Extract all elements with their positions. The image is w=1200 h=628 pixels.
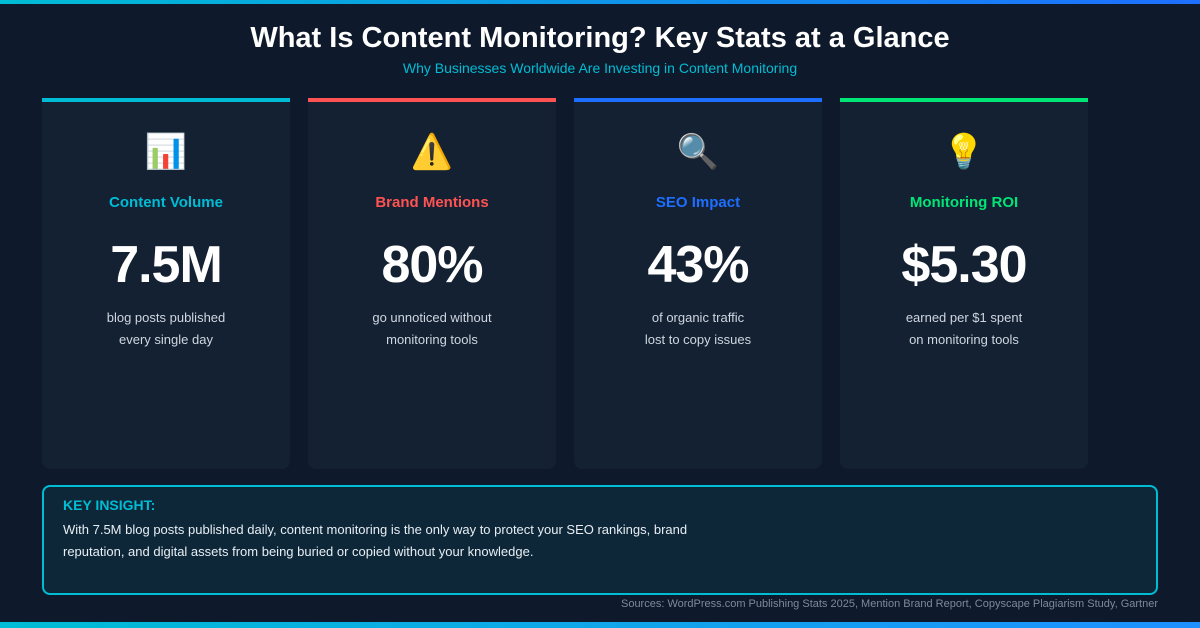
stat-card: 📊 Content Volume 7.5M blog posts publish… [42,98,290,469]
stat-description: earned per $1 spent on monitoring tools [840,307,1088,351]
bottom-accent-bar [0,622,1200,628]
magnifier-icon: 🔍 [676,133,720,171]
bar-chart-icon: 📊 [144,133,188,171]
card-accent-bar [574,98,822,102]
stat-description: blog posts published every single day [42,307,290,351]
card-accent-bar [308,98,556,102]
stat-label: Monitoring ROI [909,194,1019,211]
stat-description: go unnoticed without monitoring tools [308,307,556,351]
stat-description: of organic traffic lost to copy issues [574,307,822,351]
stat-label: Brand Mentions [375,194,489,211]
insight-text: With 7.5M blog posts published daily, co… [63,522,688,559]
desc-line: earned per $1 spent [905,310,1023,325]
stat-value: $5.30 [901,236,1027,294]
insight-heading: KEY INSIGHT: [63,497,156,513]
lightbulb-icon: 💡 [942,133,986,171]
page-subtitle: Why Businesses Worldwide Are Investing i… [402,60,798,76]
sources-footnote: Sources: WordPress.com Publishing Stats … [620,598,1158,610]
stat-card: 💡 Monitoring ROI $5.30 earned per $1 spe… [840,98,1088,469]
card-accent-bar [840,98,1088,102]
top-accent-bar [0,0,1200,4]
page-title: What Is Content Monitoring? Key Stats at… [250,22,950,54]
stat-label: SEO Impact [655,194,741,211]
stat-label: Content Volume [109,194,223,211]
desc-line: of organic traffic [651,310,745,325]
desc-line: on monitoring tools [909,332,1019,347]
warning-icon: ⚠️ [410,133,454,171]
stat-value: 80% [381,236,483,294]
desc-line: go unnoticed without [372,310,492,325]
desc-line: every single day [119,332,213,347]
stat-card: ⚠️ Brand Mentions 80% go unnoticed witho… [308,98,556,469]
desc-line: lost to copy issues [644,332,752,347]
stat-card: 🔍 SEO Impact 43% of organic traffic lost … [574,98,822,469]
stat-value: 7.5M [110,236,223,294]
desc-line: monitoring tools [386,332,478,347]
key-insight-box: KEY INSIGHT: With 7.5M blog posts publis… [42,485,1158,595]
card-accent-bar [42,98,290,102]
desc-line: blog posts published [106,310,226,325]
stat-value: 43% [647,236,749,294]
